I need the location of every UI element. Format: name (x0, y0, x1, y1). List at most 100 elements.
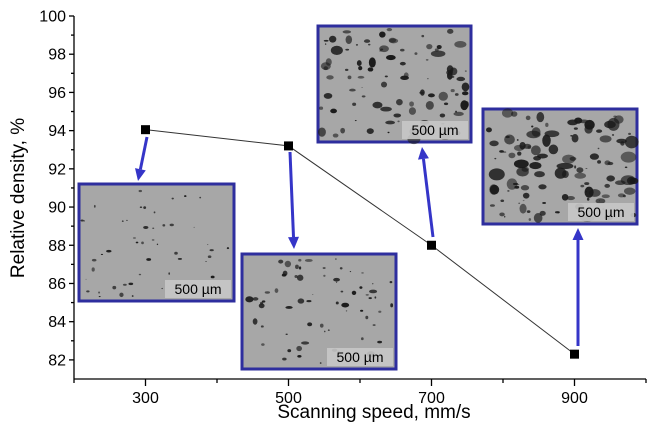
pore (397, 120, 400, 123)
arrow-shaft (138, 136, 149, 170)
micrograph-900: 500 µm (481, 107, 639, 226)
pore (372, 324, 376, 326)
pore (143, 206, 147, 210)
pore (517, 151, 522, 156)
pore (399, 61, 406, 66)
pore (335, 301, 339, 305)
pore (330, 108, 337, 114)
pore (351, 290, 357, 296)
pore (119, 292, 124, 298)
y-tick-label: 100 (39, 9, 66, 26)
arrow-head (135, 168, 146, 181)
pore (450, 88, 455, 93)
series-line (145, 129, 575, 355)
pore (556, 162, 574, 170)
pore (151, 239, 155, 241)
pore (365, 294, 369, 296)
pore (261, 300, 266, 303)
arrow-head (572, 228, 584, 240)
arrow-shaft (288, 151, 296, 238)
scale-bar-label: 500 µm (337, 349, 384, 365)
pore (323, 66, 329, 71)
pore (430, 50, 446, 57)
pore (436, 44, 442, 50)
pore (512, 182, 519, 185)
pore (139, 206, 143, 209)
pore (171, 197, 174, 200)
pore (419, 91, 425, 95)
pore (380, 48, 384, 51)
pore (508, 152, 516, 159)
pore (367, 67, 374, 72)
pore (597, 147, 600, 150)
pore (91, 267, 95, 272)
pore (360, 337, 364, 341)
scale-bar-box (402, 121, 468, 139)
pore (91, 258, 97, 262)
y-tick-label: 90 (48, 200, 66, 217)
pore (525, 115, 531, 121)
pore (294, 274, 298, 279)
pore (122, 283, 127, 286)
pore (620, 175, 636, 186)
pore (323, 39, 329, 42)
pore (425, 101, 434, 110)
data-point (570, 349, 579, 359)
pore (128, 282, 134, 286)
pore (86, 290, 90, 293)
x-tick-label: 900 (561, 390, 588, 407)
y-tick-label: 92 (48, 161, 66, 178)
pore (264, 291, 271, 294)
pore (606, 175, 615, 182)
pore (252, 297, 259, 301)
pore (388, 37, 397, 43)
pore (369, 289, 378, 294)
pore (379, 50, 382, 52)
pore (138, 189, 143, 193)
pore (143, 225, 149, 230)
pore (298, 266, 302, 270)
y-tick-label: 96 (48, 85, 66, 102)
pore (566, 196, 575, 201)
pore (193, 226, 195, 228)
pore (296, 345, 303, 352)
pore (169, 223, 174, 227)
pore (438, 91, 448, 101)
pore (152, 227, 155, 229)
pore (333, 277, 340, 282)
pore (439, 113, 446, 118)
pore (389, 280, 393, 284)
x-tick-label: 700 (418, 390, 445, 407)
pore (285, 306, 293, 309)
pore (501, 108, 514, 118)
pore (345, 48, 350, 51)
pore (252, 318, 258, 325)
pore (298, 258, 302, 262)
pore (427, 77, 429, 80)
pore (585, 168, 588, 169)
pore (507, 190, 510, 192)
pore (447, 28, 454, 34)
pore (210, 275, 215, 279)
pore (347, 75, 352, 80)
pore (494, 157, 497, 160)
pore (620, 141, 625, 146)
micrograph-700: 500 µm (316, 24, 473, 145)
y-tick-label: 94 (48, 123, 66, 140)
pore (453, 111, 464, 117)
pore (393, 113, 402, 118)
pore (599, 135, 612, 143)
pore (323, 93, 333, 99)
pore (161, 287, 164, 290)
pore (486, 127, 492, 133)
pore (576, 167, 584, 173)
pore (574, 165, 577, 169)
x-tick-label: 500 (275, 390, 302, 407)
pore (396, 98, 403, 106)
pore (317, 127, 326, 137)
pore (555, 211, 560, 214)
pore (454, 41, 467, 48)
x-axis-title: Scanning speed, mm/s (277, 402, 470, 423)
pore (628, 132, 631, 135)
pore (297, 298, 305, 304)
